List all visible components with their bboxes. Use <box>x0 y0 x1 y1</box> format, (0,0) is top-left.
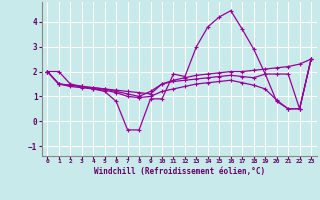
X-axis label: Windchill (Refroidissement éolien,°C): Windchill (Refroidissement éolien,°C) <box>94 167 265 176</box>
